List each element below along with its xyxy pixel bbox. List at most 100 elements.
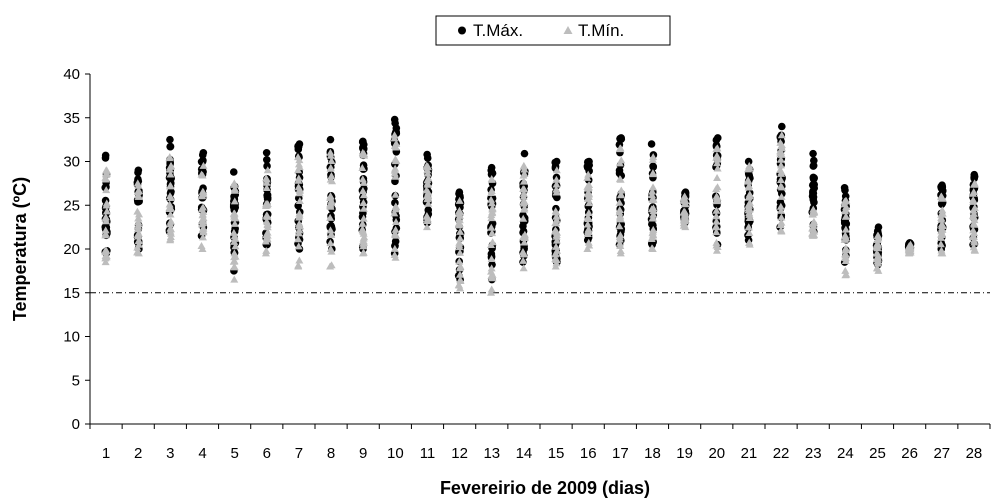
- tmin-point: [359, 191, 368, 199]
- tmin-point: [777, 226, 786, 234]
- tmin-point: [390, 244, 399, 252]
- y-tick-label: 0: [72, 416, 80, 433]
- tmin-point: [326, 226, 335, 234]
- tmax-point: [166, 142, 175, 151]
- tmin-point: [230, 263, 239, 271]
- tmin-point: [969, 233, 978, 241]
- tmin-point: [745, 210, 754, 218]
- tmin-point: [359, 204, 368, 212]
- tmin-point: [487, 195, 496, 203]
- tmin-point: [616, 242, 625, 250]
- tmin-point: [519, 264, 528, 272]
- tmin-point: [199, 224, 208, 232]
- legend-box: [435, 15, 671, 46]
- tmin-point: [229, 228, 238, 236]
- tmin-point: [615, 175, 624, 183]
- tmin-point: [166, 224, 175, 232]
- tmin-point: [647, 234, 656, 242]
- x-tick-label: 6: [263, 445, 271, 462]
- tmin-point: [326, 239, 335, 247]
- tmin-point: [488, 204, 497, 212]
- tmin-point: [551, 227, 560, 235]
- tmin-point: [101, 258, 110, 266]
- tmin-point: [134, 214, 143, 222]
- tmin-point: [712, 145, 721, 153]
- tmin-point: [327, 230, 336, 238]
- tmin-point: [295, 226, 304, 234]
- tmin-point: [776, 149, 785, 157]
- tmin-point: [776, 220, 785, 228]
- tmin-point: [487, 211, 496, 219]
- tmin-point: [263, 166, 272, 174]
- tmin-point: [134, 236, 143, 244]
- y-tick-label: 10: [63, 329, 80, 346]
- tmax-point: [841, 186, 849, 195]
- tmin-point: [326, 163, 335, 171]
- tmin-point: [198, 233, 207, 241]
- tmax-point: [488, 169, 497, 178]
- tmin-point: [456, 227, 465, 235]
- tmin-point: [841, 251, 850, 259]
- tmin-point: [584, 214, 593, 222]
- tmin-point: [295, 256, 304, 264]
- tmin-point: [937, 227, 946, 235]
- tmin-point: [615, 235, 624, 243]
- tmin-point: [326, 245, 335, 253]
- tmax-point: [326, 135, 335, 144]
- tmin-point: [745, 228, 754, 236]
- legend-marker-tmax: [458, 26, 466, 35]
- tmin-point: [390, 209, 399, 217]
- x-tick-label: 21: [741, 445, 758, 462]
- tmin-point: [102, 252, 111, 260]
- tmax-point: [810, 174, 818, 182]
- tmin-point: [262, 246, 271, 254]
- tmin-point: [102, 217, 111, 225]
- x-tick-label: 5: [230, 445, 238, 462]
- tmin-point: [456, 248, 465, 256]
- tmin-point: [261, 201, 270, 209]
- tmin-point: [938, 194, 947, 202]
- tmin-point: [841, 244, 850, 252]
- tmin-point: [872, 249, 881, 257]
- tmin-point: [295, 219, 304, 227]
- tmin-point: [842, 212, 851, 220]
- tmin-point: [166, 162, 175, 170]
- tmin-point: [841, 225, 850, 233]
- tmax-point: [263, 162, 271, 170]
- tmin-point: [360, 151, 369, 159]
- tmin-point: [938, 221, 947, 229]
- tmin-point: [133, 247, 142, 255]
- tmax-point: [262, 155, 271, 164]
- tmin-point: [455, 221, 464, 229]
- tmin-point: [133, 243, 142, 251]
- tmin-point: [166, 210, 175, 218]
- tmax-point: [294, 142, 302, 150]
- x-tick-label: 1: [102, 445, 110, 462]
- x-tick-label: 14: [516, 445, 533, 462]
- x-tick-label: 25: [869, 445, 886, 462]
- tmin-point: [359, 178, 368, 186]
- tmin-point: [165, 200, 174, 208]
- x-tick-label: 3: [166, 445, 174, 462]
- tmin-point: [551, 250, 560, 258]
- tmin-point: [777, 213, 786, 221]
- tmin-point: [649, 170, 658, 178]
- tmin-point: [583, 220, 592, 228]
- tmin-point: [197, 170, 206, 178]
- tmin-point: [230, 237, 239, 245]
- tmin-point: [295, 156, 304, 164]
- tmax-point: [808, 181, 817, 189]
- tmin-point: [520, 205, 529, 213]
- x-tick-label: 7: [295, 445, 303, 462]
- tmin-point: [294, 235, 303, 243]
- tmin-point: [777, 161, 786, 169]
- legend-label-tmin: T.Mín.: [578, 21, 624, 40]
- tmax-point: [359, 140, 368, 149]
- tmin-point: [712, 217, 721, 225]
- tmin-point: [809, 230, 818, 238]
- tmin-point: [294, 242, 303, 250]
- tmin-point: [617, 186, 626, 194]
- tmin-point: [454, 209, 463, 217]
- tmin-point: [616, 190, 625, 198]
- tmin-point: [649, 207, 658, 215]
